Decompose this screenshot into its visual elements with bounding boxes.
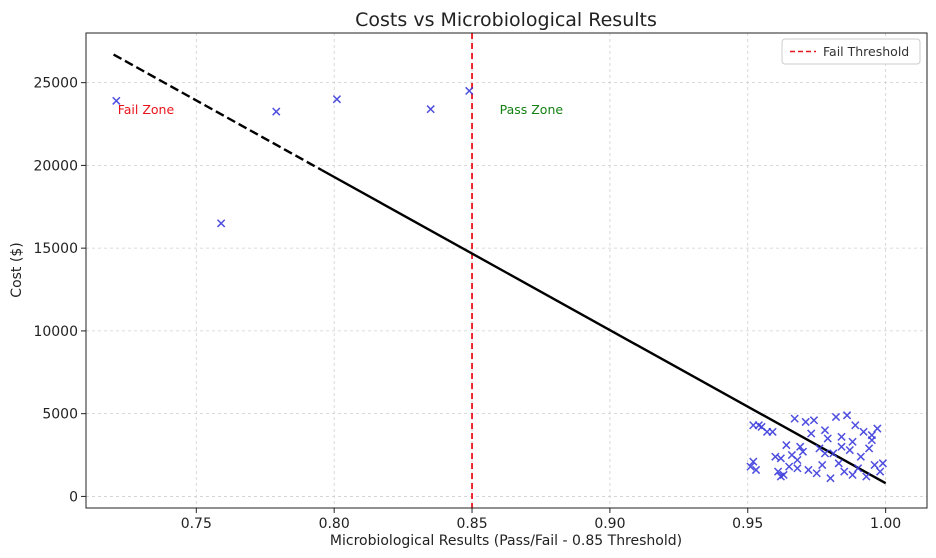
y-ticks: 0 5000 10000 15000 20000 25000 — [33, 76, 86, 505]
data-point — [801, 417, 810, 427]
data-point — [798, 447, 808, 456]
annotations-group: Fail Zone Pass Zone — [118, 102, 564, 117]
data-point — [216, 219, 226, 228]
data-point — [809, 416, 819, 425]
data-point — [818, 460, 827, 470]
data-point — [859, 427, 868, 436]
data-point — [820, 449, 830, 458]
data-point — [867, 436, 876, 445]
data-point — [853, 464, 863, 473]
data-point — [812, 469, 821, 478]
data-point — [862, 472, 871, 481]
data-point — [793, 455, 802, 465]
data-point — [820, 426, 830, 435]
x-tick-label: 0.95 — [732, 516, 763, 532]
data-point — [804, 465, 813, 475]
x-tick-label: 0.75 — [181, 516, 212, 532]
y-axis-title: Cost ($) — [9, 242, 25, 297]
data-point — [823, 434, 832, 443]
data-point — [749, 457, 758, 466]
data-point — [848, 437, 857, 446]
data-point — [782, 440, 791, 450]
data-point — [842, 411, 852, 420]
y-tick-label: 10000 — [33, 324, 78, 340]
trend-group — [112, 53, 887, 485]
x-tick-label: 0.80 — [319, 516, 350, 532]
data-point — [779, 470, 788, 480]
legend-box — [781, 38, 921, 65]
data-point — [776, 454, 785, 463]
data-point — [773, 467, 783, 476]
x-axis-title: Microbiological Results (Pass/Fail - 0.8… — [330, 533, 682, 549]
data-point — [870, 460, 879, 470]
data-point — [837, 442, 846, 451]
zone-annotation: Pass Zone — [500, 102, 564, 117]
data-point — [831, 412, 841, 422]
data-point — [845, 445, 854, 455]
data-point — [807, 429, 816, 438]
x-ticks: 0.75 0.80 0.85 0.90 0.95 1.00 — [181, 508, 901, 532]
data-point — [751, 465, 761, 475]
data-point — [796, 442, 805, 451]
data-point — [465, 86, 474, 96]
data-point — [793, 464, 802, 473]
plot-frame — [85, 32, 928, 509]
data-point — [272, 107, 281, 116]
zone-annotation: Fail Zone — [118, 102, 175, 117]
data-point — [875, 467, 885, 476]
data-point — [112, 96, 121, 105]
trend-line-dashed — [112, 53, 323, 172]
data-point — [826, 474, 835, 483]
data-point — [873, 424, 882, 433]
data-point — [864, 444, 874, 453]
data-point — [878, 459, 888, 468]
data-point — [332, 95, 342, 104]
y-tick-label: 0 — [69, 489, 78, 505]
x-tick-label: 0.85 — [456, 516, 487, 532]
data-point — [768, 427, 777, 436]
data-point — [837, 432, 846, 441]
data-point — [856, 452, 865, 461]
data-point — [848, 470, 857, 480]
grid — [86, 33, 927, 508]
x-tick-label: 1.00 — [870, 516, 901, 532]
legend-label: Fail Threshold — [823, 44, 909, 59]
data-point — [790, 414, 799, 423]
points-group — [112, 86, 888, 483]
y-tick-label: 20000 — [33, 158, 78, 174]
y-tick-label: 25000 — [33, 76, 78, 92]
trend-line — [321, 169, 887, 485]
chart-title: Costs vs Microbiological Results — [355, 9, 657, 31]
data-point — [426, 105, 435, 114]
data-point — [834, 459, 843, 468]
legend: Fail Threshold — [781, 38, 921, 65]
x-tick-label: 0.90 — [594, 516, 625, 532]
data-point — [829, 449, 838, 458]
data-point — [851, 421, 860, 430]
data-point — [840, 467, 849, 476]
data-point — [785, 462, 794, 471]
y-tick-label: 15000 — [33, 241, 78, 257]
data-point — [746, 462, 755, 471]
y-tick-label: 5000 — [42, 407, 78, 423]
